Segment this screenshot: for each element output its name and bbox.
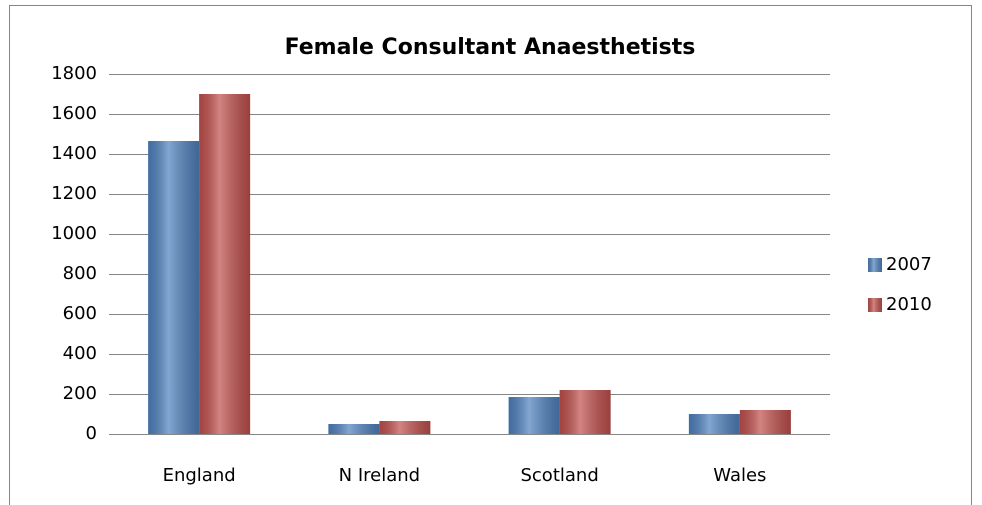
legend-swatch-shine <box>868 298 882 312</box>
legend-label: 2007 <box>886 254 932 275</box>
chart-title: Female Consultant Anaesthetists <box>285 35 696 60</box>
bar-shine <box>148 141 200 434</box>
bar-shine <box>328 424 380 434</box>
y-tick-label: 600 <box>63 303 97 324</box>
y-tick-label: 1800 <box>51 63 97 84</box>
y-tick-label: 1200 <box>51 183 97 204</box>
y-tick-label: 800 <box>63 263 97 284</box>
bar-shine <box>688 414 740 434</box>
bar-shine <box>508 397 560 434</box>
y-tick-label: 400 <box>63 343 97 364</box>
y-tick-label: 1600 <box>51 103 97 124</box>
y-tick-label: 1000 <box>51 223 97 244</box>
y-tick-label: 200 <box>63 383 97 404</box>
y-tick-label: 0 <box>86 423 97 444</box>
x-tick-label: Wales <box>713 465 766 486</box>
bar-shine <box>559 390 611 434</box>
legend-label: 2010 <box>886 294 932 315</box>
x-tick-label: England <box>163 465 236 486</box>
x-tick-label: Scotland <box>520 465 598 486</box>
bar-shine <box>199 94 251 434</box>
bar-shine <box>739 410 791 434</box>
x-tick-label: N Ireland <box>339 465 420 486</box>
legend-swatch-shine <box>868 258 882 272</box>
bar-shine <box>379 421 431 434</box>
y-tick-label: 1400 <box>51 143 97 164</box>
